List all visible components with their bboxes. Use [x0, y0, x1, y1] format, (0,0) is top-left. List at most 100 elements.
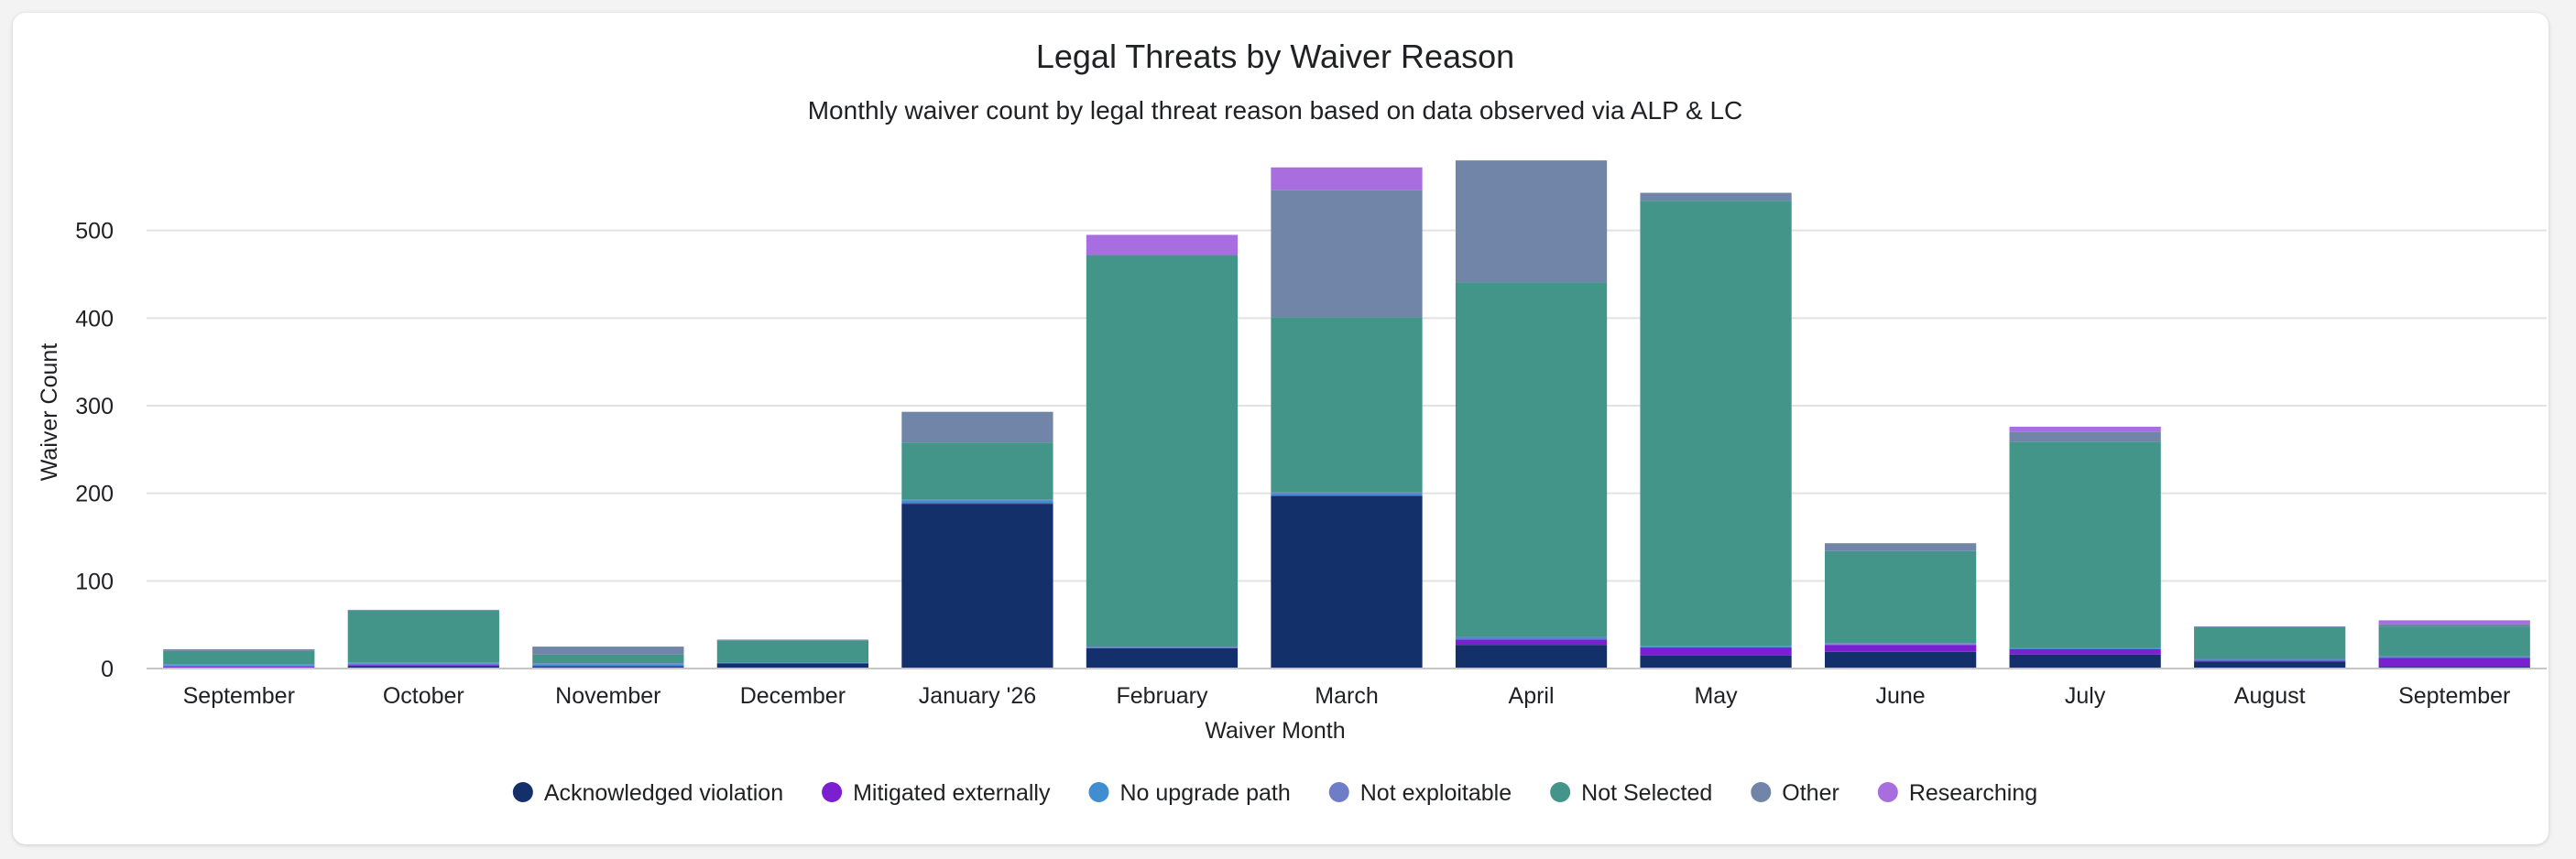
bar-segment — [2378, 626, 2530, 657]
bar-segment — [1640, 201, 1792, 647]
bar-segment — [1455, 645, 1608, 669]
x-tick-label: October — [383, 683, 464, 709]
legend-label: Not exploitable — [1360, 780, 1512, 806]
bar-stack — [2194, 626, 2346, 669]
x-tick-label: March — [1315, 683, 1378, 709]
bar-segment — [901, 503, 1053, 505]
bar-stack — [163, 648, 315, 669]
bar-segment — [2194, 658, 2346, 660]
legend-swatch — [1088, 782, 1109, 802]
bar-segment — [1271, 317, 1423, 493]
bar-segment — [1824, 643, 1977, 645]
bar-stack — [2009, 426, 2161, 669]
bar-stack — [1086, 234, 1239, 669]
y-tick-label: 100 — [75, 569, 114, 594]
y-tick-label: 300 — [75, 394, 114, 419]
bars — [163, 160, 2530, 669]
x-tick-label: November — [555, 683, 660, 709]
bar-segment — [2009, 426, 2161, 432]
y-axis-ticks: 0 100 200 300 400 500 — [75, 219, 114, 682]
bar-segment — [532, 666, 684, 668]
bar-segment — [716, 640, 869, 663]
legend-swatch — [1550, 782, 1571, 802]
legend-swatch — [1328, 782, 1349, 802]
bar-segment — [1271, 495, 1423, 669]
legend-label: No upgrade path — [1119, 780, 1290, 806]
y-tick-label: 400 — [75, 306, 114, 332]
bar-segment — [901, 500, 1053, 504]
legend-label: Not Selected — [1581, 780, 1712, 806]
bar-segment — [2009, 647, 2161, 649]
bar-segment — [1455, 636, 1608, 638]
bar-segment — [1271, 492, 1423, 494]
bar-segment — [2378, 620, 2530, 625]
bar-segment — [901, 411, 1053, 443]
bar-segment — [1455, 637, 1608, 640]
legend: Acknowledged violation Mitigated external… — [512, 780, 2037, 806]
bar-segment — [1824, 543, 1977, 551]
bar-segment — [1271, 493, 1423, 496]
legend-label: Researching — [1909, 780, 2037, 806]
bar-segment — [2194, 661, 2346, 669]
bar-stack — [532, 647, 684, 669]
legend-swatch — [512, 782, 533, 802]
x-tick-label: May — [1694, 683, 1738, 709]
legend-swatch — [1877, 782, 1898, 802]
bar-stack — [2378, 620, 2530, 669]
bar-segment — [347, 609, 499, 611]
bar-segment — [532, 663, 684, 665]
bar-segment — [347, 610, 499, 663]
bar-segment — [2378, 656, 2530, 658]
bar-segment — [2194, 626, 2346, 628]
bar-segment — [901, 499, 1053, 501]
x-tick-label: December — [740, 683, 846, 709]
bar-segment — [163, 667, 315, 669]
bar-segment — [347, 663, 499, 666]
bar-segment — [1086, 255, 1239, 647]
legend-label: Acknowledged violation — [544, 780, 783, 806]
bar-segment — [2378, 624, 2530, 627]
bar-segment — [2009, 654, 2161, 669]
bar-segment — [1086, 647, 1239, 648]
bar-stack — [1824, 543, 1977, 669]
legend-label: Mitigated externally — [853, 780, 1051, 806]
bar-segment — [2009, 648, 2161, 655]
bar-segment — [163, 648, 315, 651]
x-tick-label: June — [1876, 683, 1926, 709]
bar-segment — [2378, 658, 2530, 668]
bar-segment — [532, 654, 684, 664]
x-tick-label: February — [1116, 683, 1208, 709]
chart-title: Legal Threats by Waiver Reason — [1036, 38, 1514, 75]
x-tick-label: September — [2398, 683, 2510, 709]
y-tick-label: 0 — [101, 657, 114, 682]
bar-segment — [1640, 646, 1792, 647]
bar-segment — [1086, 234, 1239, 256]
legend-swatch — [1751, 782, 1772, 802]
bar-segment — [1455, 160, 1608, 283]
bar-segment — [2194, 627, 2346, 659]
bar-segment — [1824, 651, 1977, 669]
bar-segment — [2009, 647, 2161, 648]
bar-segment — [901, 504, 1053, 669]
bar-segment — [2194, 660, 2346, 662]
bar-segment — [716, 639, 869, 641]
bar-segment — [1824, 644, 1977, 646]
bar-stack — [347, 609, 499, 669]
x-tick-label: July — [2065, 683, 2106, 709]
bar-stack — [1455, 160, 1608, 669]
bar-segment — [163, 650, 315, 665]
x-tick-label: September — [183, 683, 295, 709]
x-tick-label: August — [2234, 683, 2306, 709]
x-axis-ticks: September October November December January … — [183, 683, 2511, 709]
bar-segment — [347, 666, 499, 669]
bar-stack — [901, 411, 1053, 669]
bar-segment — [901, 442, 1053, 500]
bar-stack — [1640, 192, 1792, 669]
bar-segment — [1824, 645, 1977, 652]
bar-segment — [2194, 659, 2346, 661]
x-tick-label: April — [1509, 683, 1555, 709]
bar-segment — [1271, 190, 1423, 318]
chart-subtitle: Monthly waiver count by legal threat rea… — [808, 96, 1743, 125]
bar-segment — [1455, 639, 1608, 646]
